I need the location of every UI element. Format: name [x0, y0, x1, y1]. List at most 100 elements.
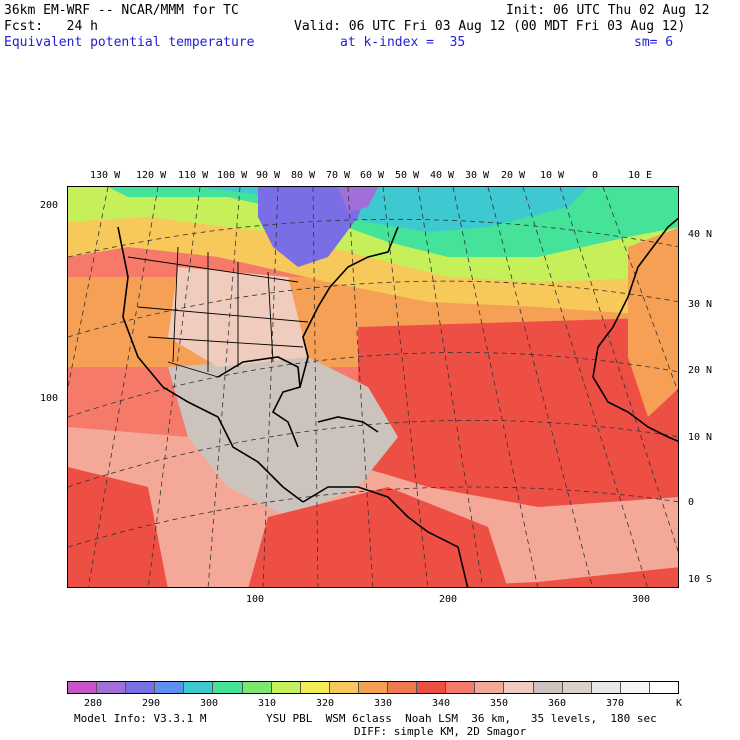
colorbar-label: 320: [316, 698, 335, 709]
model-info: Model Info: V3.3.1 M: [74, 712, 207, 725]
us-canada-border: [127, 256, 299, 283]
lat-line: [68, 280, 678, 338]
colorbar-label: 290: [142, 698, 161, 709]
lon-line: [312, 187, 319, 587]
colorbar-swatch: [475, 682, 505, 693]
valid-time: Valid: 06 UTC Fri 03 Aug 12 (00 MDT Fri …: [294, 19, 686, 34]
colorbar-swatch: [155, 682, 185, 693]
colorbar-swatch: [417, 682, 447, 693]
grid-x-label: 200: [439, 594, 458, 605]
lon-line: [487, 187, 593, 587]
level-info: at k-index = 35: [340, 35, 466, 50]
state-line: [137, 306, 309, 323]
lon-line: [452, 187, 538, 587]
mexico-border: [167, 361, 219, 378]
physics-info: YSU PBL WSM 6class Noah LSM 36 km, 35 le…: [266, 712, 657, 725]
lat-label: 30 N: [688, 299, 713, 310]
borders: [127, 246, 309, 378]
colorbar-swatch: [184, 682, 214, 693]
lat-line: [68, 218, 678, 258]
colorbar-label: 360: [548, 698, 567, 709]
colorbar-swatch: [300, 682, 330, 693]
state-line: [147, 336, 304, 348]
lon-line: [417, 187, 484, 587]
grid-y-label: 200: [40, 200, 59, 211]
colorbar-swatch: [504, 682, 534, 693]
lat-label: 10 N: [688, 432, 713, 443]
colorbar-swatch: [126, 682, 156, 693]
pacific-warm: [68, 467, 168, 587]
cuba: [317, 416, 379, 433]
grid-x-label: 300: [632, 594, 651, 605]
grid-x-label: 100: [246, 594, 265, 605]
south-america-warm: [248, 487, 508, 587]
colorbar-label: 280: [84, 698, 103, 709]
colorbar-swatch: [591, 682, 621, 693]
lon-label: 110 W: [178, 170, 209, 181]
lon-line: [207, 187, 241, 587]
coastlines: [117, 217, 678, 587]
lon-label: 10 E: [628, 170, 653, 181]
theta-e-map: [67, 186, 679, 588]
colorbar-swatch: [620, 682, 650, 693]
lat-line: [68, 352, 678, 418]
state-line: [267, 271, 274, 363]
south-america-coast: [302, 486, 469, 587]
lon-line: [559, 187, 678, 553]
colorbar-swatch: [242, 682, 272, 693]
lat-line: [68, 419, 678, 488]
colorbar-swatch: [446, 682, 476, 693]
smoothing-info: sm= 6: [634, 35, 674, 50]
lon-label: 70 W: [326, 170, 351, 181]
colorbar-label: 300: [200, 698, 219, 709]
lon-label: 50 W: [395, 170, 420, 181]
caribbean-grey: [168, 357, 398, 517]
pacific-coast: [117, 226, 304, 503]
colorbar: [67, 681, 679, 694]
lon-label: 0: [592, 170, 599, 181]
lon-line: [147, 187, 201, 587]
colorbar-swatch: [358, 682, 389, 693]
diffusion-info: DIFF: simple KM, 2D Smagor: [354, 725, 527, 738]
forecast-hour: Fcst: 24 h: [4, 19, 98, 34]
hudson-bay-cold: [258, 187, 368, 267]
lon-label: 130 W: [90, 170, 121, 181]
lon-line: [602, 187, 678, 393]
lon-line: [347, 187, 374, 587]
lon-label: 10 W: [540, 170, 565, 181]
lat-label: 40 N: [688, 229, 713, 240]
colorbar-swatch: [329, 682, 359, 693]
colorbar-swatch: [533, 682, 563, 693]
europe-coast: [597, 217, 678, 348]
colorbar-swatch: [649, 682, 678, 693]
lon-line: [68, 187, 109, 388]
colorbar-label: 370: [606, 698, 625, 709]
lat-label: 10 S: [688, 574, 713, 585]
colorbar-swatch: [213, 682, 243, 693]
lon-label: 20 W: [501, 170, 526, 181]
east-coast: [299, 226, 399, 388]
init-time: Init: 06 UTC Thu 02 Aug 12: [506, 3, 710, 18]
africa-coast: [592, 346, 678, 443]
lon-label: 80 W: [291, 170, 316, 181]
lat-label: 20 N: [688, 365, 713, 376]
colorbar-swatch: [388, 682, 418, 693]
field-name: Equivalent potential temperature: [4, 35, 255, 50]
colorbar-label: 310: [258, 698, 277, 709]
lon-line: [262, 187, 279, 587]
colorbar-label: 350: [490, 698, 509, 709]
lon-label: 40 W: [430, 170, 455, 181]
lon-line: [382, 187, 429, 587]
colorbar-label: 330: [374, 698, 393, 709]
lon-label: 60 W: [360, 170, 385, 181]
colorbar-unit: K: [676, 698, 683, 709]
lon-label: 100 W: [217, 170, 248, 181]
lon-label: 90 W: [256, 170, 281, 181]
cold-core: [338, 187, 378, 212]
model-title: 36km EM-WRF -- NCAR/MMM for TC: [4, 3, 239, 18]
colorbar-label: 340: [432, 698, 451, 709]
state-line: [172, 246, 179, 363]
lon-line: [522, 187, 648, 587]
lat-label: 0: [688, 497, 695, 508]
grid-y-label: 100: [40, 393, 59, 404]
